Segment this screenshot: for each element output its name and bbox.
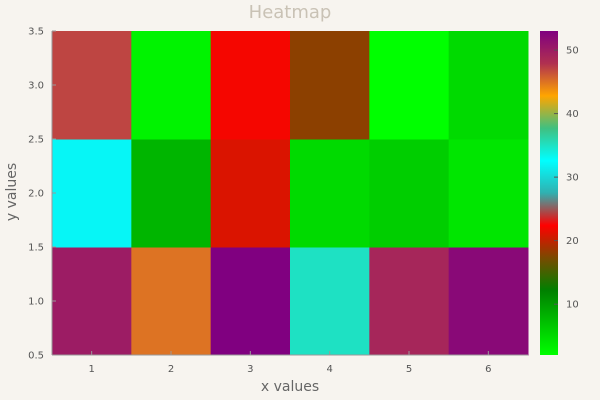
x-tick-label: 1	[88, 364, 94, 375]
y-axis-label: y values	[4, 163, 20, 221]
heatmap-cell	[448, 139, 529, 248]
colorbar-tick-label: 10	[566, 300, 579, 311]
heatmap-cells	[52, 31, 529, 356]
x-tick-label: 2	[168, 364, 174, 375]
colorbar-gradient	[540, 31, 558, 355]
heatmap-cell	[290, 31, 370, 140]
x-tick-label: 4	[326, 364, 332, 375]
x-tick-label: 3	[247, 364, 253, 375]
x-tick-label: 6	[485, 364, 491, 375]
y-tick-label: 3.5	[28, 27, 44, 38]
heatmap-cell	[210, 31, 291, 140]
heatmap-cell	[369, 247, 450, 356]
heatmap-cell	[290, 247, 370, 356]
axes: 1 2 3 4 5 6 0.5 1.0 1.5 2.0 2.5 3.0 3.5	[28, 27, 528, 375]
heatmap-cell	[290, 139, 370, 248]
heatmap-cell	[448, 247, 529, 356]
y-tick-label: 2.5	[28, 135, 44, 146]
chart-title: Heatmap	[249, 2, 332, 23]
heatmap-cell	[52, 247, 132, 356]
colorbar: 10 20 30 40 50	[540, 31, 579, 355]
heatmap-cell	[448, 31, 529, 140]
heatmap-cell	[131, 139, 212, 248]
colorbar-tick-label: 40	[566, 109, 579, 120]
y-tick-label: 2.0	[28, 189, 44, 200]
y-tick-label: 1.5	[28, 243, 44, 254]
colorbar-tick-label: 20	[566, 236, 579, 247]
heatmap-cell	[369, 139, 450, 248]
heatmap-cell	[131, 247, 212, 356]
y-tick-label: 1.0	[28, 297, 44, 308]
x-tick-label: 5	[406, 364, 412, 375]
colorbar-tick-label: 30	[566, 173, 579, 184]
heatmap-cell	[131, 31, 212, 140]
heatmap-cell	[210, 139, 291, 248]
heatmap-cell	[210, 247, 291, 356]
colorbar-tick-label: 50	[566, 46, 579, 57]
y-tick-label: 0.5	[28, 351, 44, 362]
heatmap-cell	[52, 139, 132, 248]
y-tick-label: 3.0	[28, 81, 44, 92]
heatmap-cell	[52, 31, 132, 140]
heatmap-cell	[369, 31, 450, 140]
x-axis-label: x values	[261, 379, 319, 395]
